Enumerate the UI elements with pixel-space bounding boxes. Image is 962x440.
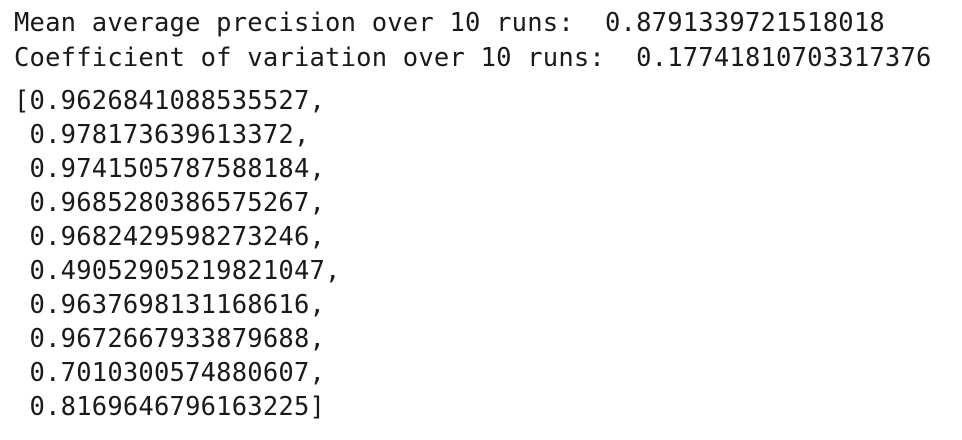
list-item: 0.9637698131168616,	[14, 290, 326, 320]
list-item: [0.9626841088535527,	[14, 86, 326, 116]
summary-stats: Mean average precision over 10 runs: 0.8…	[14, 6, 932, 75]
list-item: 0.8169646796163225]	[14, 392, 326, 422]
list-item: 0.9682429598273246,	[14, 222, 326, 252]
precision-values-list: [0.9626841088535527, 0.978173639613372, …	[14, 84, 932, 424]
list-item: 0.9741505787588184,	[14, 154, 326, 184]
list-item: 0.49052905219821047,	[14, 256, 341, 286]
notebook-cell-output: Mean average precision over 10 runs: 0.8…	[14, 6, 932, 424]
list-item: 0.978173639613372,	[14, 120, 310, 150]
list-item: 0.9672667933879688,	[14, 324, 326, 354]
coefficient-of-variation-line: Coefficient of variation over 10 runs: 0…	[14, 42, 932, 73]
mean-average-precision-line: Mean average precision over 10 runs: 0.8…	[14, 8, 885, 38]
list-item: 0.7010300574880607,	[14, 358, 326, 388]
list-item: 0.9685280386575267,	[14, 188, 326, 218]
